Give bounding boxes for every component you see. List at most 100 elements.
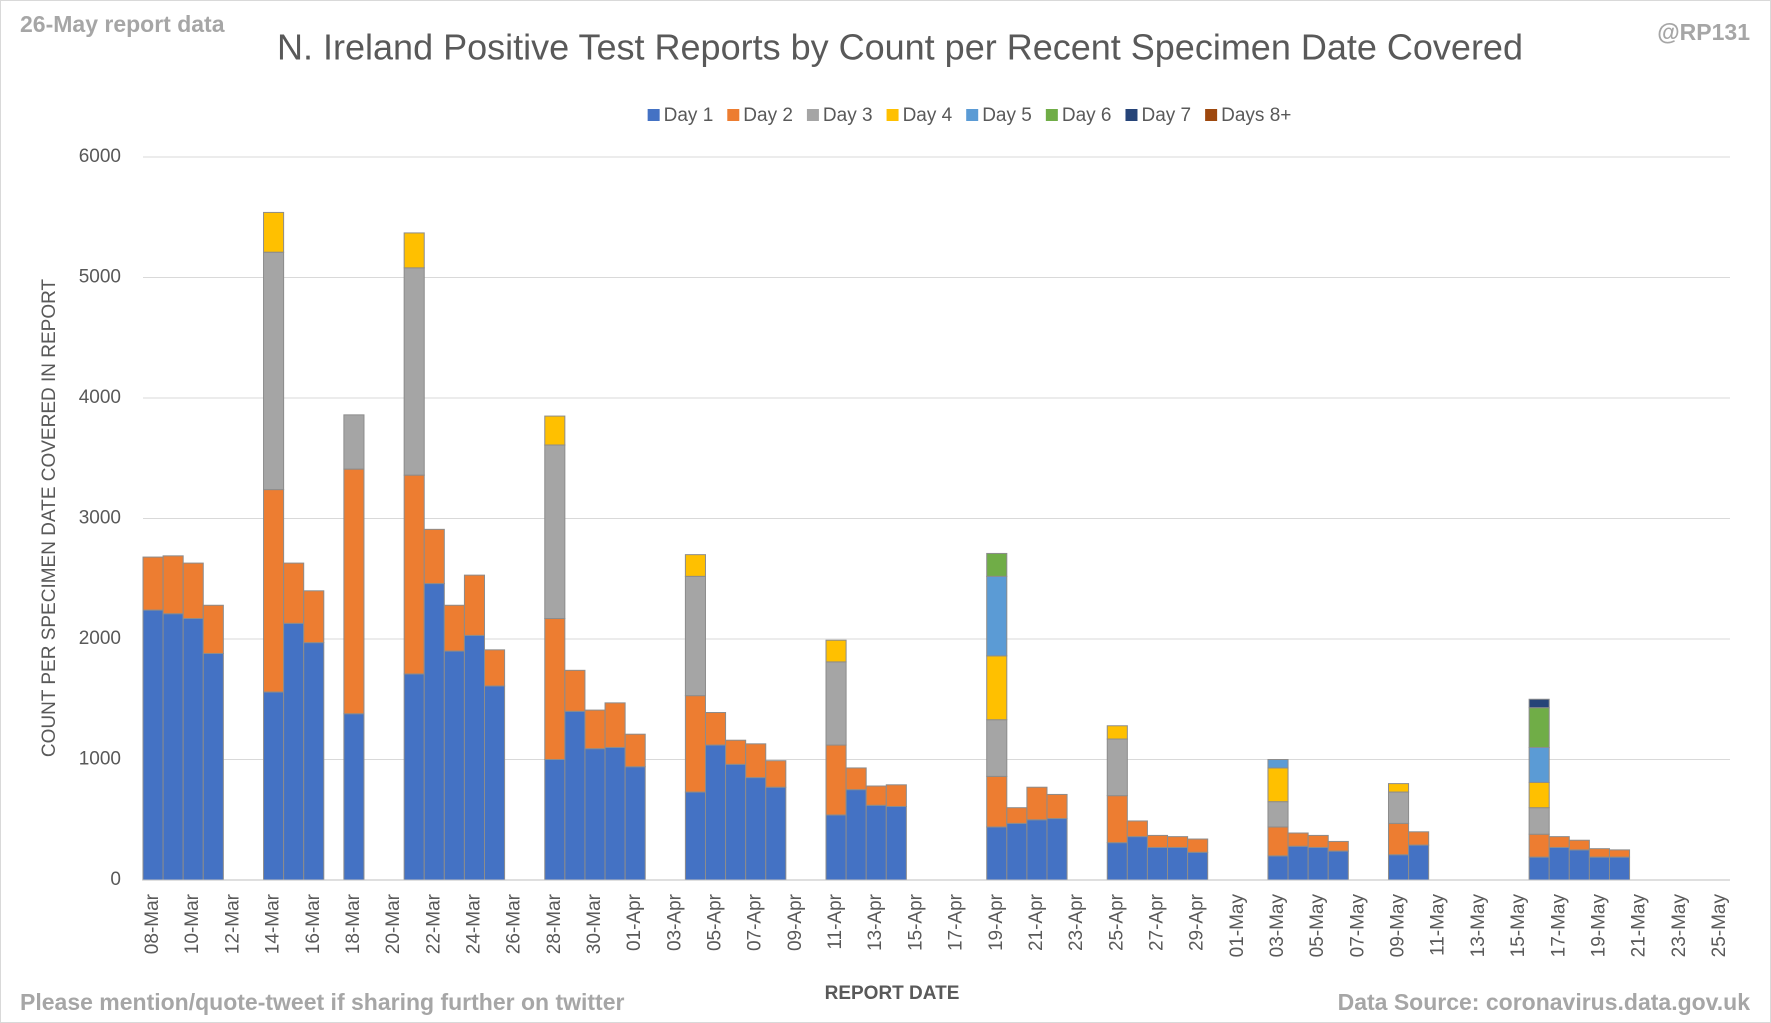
x-tick-label: 22-Mar: [423, 893, 444, 954]
x-tick-label: 17-Apr: [946, 893, 967, 951]
y-tick-label: 3000: [79, 508, 121, 529]
x-tick-label: 17-May: [1548, 894, 1569, 958]
bar-segment: [544, 415, 566, 446]
bar-segment: [1167, 846, 1189, 881]
bar-segment: [624, 733, 646, 768]
bar-segment: [1568, 839, 1590, 851]
y-tick-label: 5000: [79, 267, 121, 288]
legend-label: Days 8+: [1221, 105, 1291, 126]
x-tick-label: 01-Apr: [624, 893, 645, 951]
bar-segment: [1126, 820, 1148, 838]
footer-note: Please mention/quote-tweet if sharing fu…: [20, 989, 624, 1015]
y-tick-label: 4000: [79, 387, 121, 408]
bar-segment: [1608, 856, 1631, 881]
bar-segment: [484, 649, 506, 687]
bar-segment: [403, 673, 425, 881]
bar-segment: [1387, 783, 1410, 793]
bar-segment: [1267, 759, 1289, 769]
legend-swatch: [1205, 109, 1218, 121]
bar-segment: [725, 763, 747, 881]
bar-segment: [845, 789, 867, 881]
x-tick-label: 07-May: [1347, 894, 1368, 958]
bar-segment: [1408, 831, 1430, 846]
bar-segment: [1046, 793, 1068, 820]
bar-segment: [564, 710, 586, 881]
bar-segment: [263, 691, 285, 881]
x-tick-label: 28-Mar: [544, 893, 565, 954]
x-tick-label: 05-May: [1307, 894, 1328, 958]
bar-segment: [986, 552, 1008, 577]
bar-segment: [604, 702, 626, 748]
bar-segment: [1387, 854, 1410, 881]
bar-segment: [584, 748, 606, 881]
bar-segment: [1146, 834, 1169, 848]
bar-segment: [1006, 822, 1028, 881]
bar-segment: [986, 719, 1008, 777]
bar-segment: [1548, 836, 1570, 848]
bar-segment: [162, 613, 184, 881]
x-tick-label: 13-May: [1468, 894, 1489, 958]
bar-segment: [1588, 856, 1610, 881]
x-tick-label: 25-Apr: [1106, 893, 1127, 951]
bar-segment: [584, 709, 606, 750]
bar-segment: [484, 685, 506, 881]
bar-segment: [1106, 738, 1128, 797]
bar-segment: [986, 655, 1008, 721]
bar-segment: [1146, 846, 1169, 881]
bar-segment: [1287, 845, 1309, 881]
y-tick-label: 6000: [79, 146, 121, 167]
x-tick-label: 11-May: [1428, 894, 1449, 956]
legend-swatch: [886, 109, 899, 121]
x-tick-label: 29-Apr: [1187, 893, 1208, 951]
bar-segment: [1287, 832, 1309, 847]
bar-segment: [1528, 781, 1550, 809]
bar-segment: [684, 575, 706, 697]
bar-segment: [1528, 856, 1550, 881]
bar-segment: [1528, 707, 1550, 748]
bar-segment: [544, 759, 566, 881]
legend-label: Day 3: [823, 105, 873, 126]
x-tick-label: 05-Apr: [705, 893, 726, 951]
bar-segment: [263, 211, 285, 253]
x-tick-label: 23-Apr: [1066, 893, 1087, 951]
bar-segment: [303, 590, 325, 644]
legend-label: Day 6: [1062, 105, 1112, 126]
x-axis-label: REPORT DATE: [825, 983, 960, 1004]
bar-segment: [986, 826, 1008, 881]
x-tick-label: 21-Apr: [1026, 893, 1047, 951]
bar-segment: [1187, 838, 1209, 853]
bar-segment: [1106, 795, 1128, 844]
bar-segment: [1267, 767, 1289, 803]
bar-segment: [1267, 826, 1289, 857]
bar-segment: [182, 618, 204, 881]
bar-segment: [1608, 849, 1631, 858]
bar-segment: [1126, 836, 1148, 881]
bar-segment: [1046, 818, 1068, 881]
bar-segment: [1528, 807, 1550, 835]
bar-segment: [1528, 833, 1550, 858]
bar-segment: [684, 695, 706, 793]
bar-segment: [765, 760, 787, 788]
x-tick-label: 21-May: [1629, 894, 1650, 958]
bar-segment: [1026, 819, 1048, 881]
bar-segment: [1548, 846, 1570, 881]
bar-segment: [303, 642, 325, 881]
bar-segment: [263, 251, 285, 491]
bar-segment: [263, 489, 285, 693]
bar-segment: [1408, 844, 1430, 881]
x-tick-label: 27-Apr: [1146, 893, 1167, 951]
bar-segment: [765, 786, 787, 881]
x-tick-label: 11-Apr: [825, 893, 846, 949]
legend-swatch: [1045, 109, 1058, 121]
x-tick-label: 20-Mar: [383, 893, 404, 954]
x-tick-label: 16-Mar: [303, 893, 324, 954]
bar-segment: [1307, 834, 1329, 848]
bar-segment: [745, 777, 767, 881]
bar-segment: [1006, 807, 1028, 824]
bar-segment: [725, 739, 747, 765]
bar-segment: [142, 609, 164, 881]
legend-swatch: [966, 109, 979, 121]
bar-segment: [283, 622, 305, 881]
bar-segment: [704, 712, 727, 746]
